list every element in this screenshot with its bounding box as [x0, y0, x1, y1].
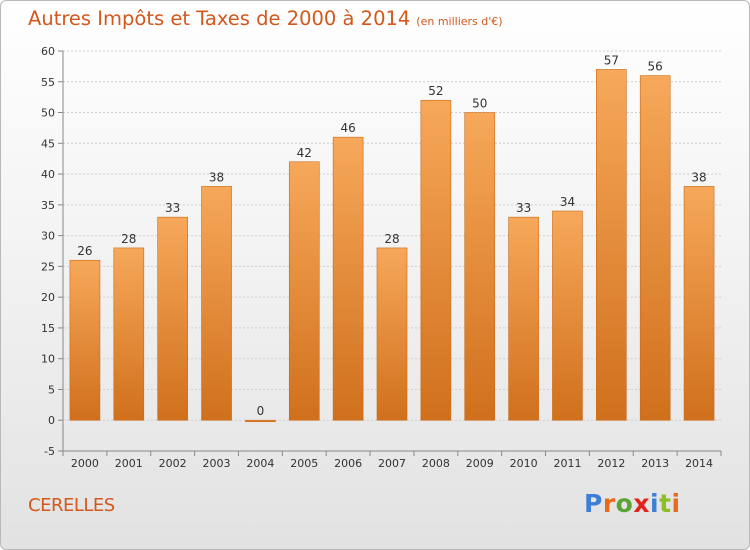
x-tick-label: 2010 — [510, 457, 538, 470]
bar-value-label: 46 — [340, 121, 355, 135]
logo-letter: P — [584, 489, 603, 518]
logo-letter: i — [650, 489, 660, 518]
x-tick-label: 2000 — [71, 457, 99, 470]
y-tick-label: 45 — [41, 137, 55, 150]
bar — [113, 247, 145, 421]
y-tick-label: 5 — [48, 383, 55, 396]
y-tick-label: 35 — [41, 199, 55, 212]
x-axis: 2000 2001 2002 2003 2004 2005 2006 2007 2008 2009… — [62, 450, 722, 470]
bar — [376, 247, 408, 421]
bar — [201, 186, 232, 421]
y-tick-label: 20 — [41, 291, 55, 304]
logo-letter: o — [615, 489, 634, 518]
logo-letter: r — [602, 489, 616, 518]
bar-value-label: 57 — [604, 53, 619, 67]
y-tick-label: 60 — [41, 45, 55, 58]
x-tick-label: 2011 — [553, 457, 581, 470]
bar — [157, 216, 188, 421]
bar — [245, 419, 276, 423]
bar-value-label: 33 — [516, 201, 531, 215]
x-tick-label: 2002 — [159, 457, 187, 470]
x-tick-label: 2004 — [246, 457, 274, 470]
bar-value-label: 28 — [121, 232, 136, 246]
logo-letter: x — [633, 489, 650, 518]
y-tick-label: 25 — [41, 260, 55, 273]
commune-name: CERELLES — [28, 495, 115, 516]
bar-value-label: 34 — [560, 195, 575, 209]
bar-value-label: 38 — [209, 170, 224, 184]
y-tick-label: 0 — [48, 414, 55, 427]
bar — [639, 75, 671, 421]
chart-title-text: Autres Impôts et Taxes de 2000 à 2014 — [28, 7, 411, 30]
bar-value-label: 50 — [472, 97, 487, 111]
bar-value-label: 0 — [257, 404, 265, 418]
y-tick-label: 55 — [41, 76, 55, 89]
bar-value-label: 33 — [165, 201, 180, 215]
bar — [332, 136, 364, 421]
bar-value-label: 38 — [691, 170, 706, 184]
bar — [69, 259, 101, 421]
value-labels: 26 28 33 38 0 42 46 28 52 50 33 34 57 56 38 — [77, 53, 706, 418]
x-tick-label: 2008 — [422, 457, 450, 470]
x-tick-label: 2013 — [641, 457, 669, 470]
bar — [596, 69, 627, 421]
y-tick-label: 10 — [41, 353, 55, 366]
x-tick-label: 2006 — [334, 457, 362, 470]
logo-letter: i — [671, 489, 681, 518]
chart-unit: (en milliers d'€) — [416, 15, 503, 28]
y-tick-label: 40 — [41, 168, 55, 181]
bar — [683, 186, 715, 421]
chart-title: Autres Impôts et Taxes de 2000 à 2014 (en… — [28, 7, 503, 30]
y-tick-label: -5 — [44, 445, 55, 458]
y-tick-label: 50 — [41, 107, 55, 120]
x-tick-label: 2003 — [203, 457, 231, 470]
proxiti-logo: Proxiti — [584, 489, 681, 518]
bar — [288, 161, 320, 421]
bar — [508, 216, 539, 421]
x-tick-label: 2005 — [290, 457, 318, 470]
x-tick-label: 2007 — [378, 457, 406, 470]
bar — [552, 210, 583, 421]
bar-value-label: 42 — [297, 146, 312, 160]
x-tick-label: 2014 — [685, 457, 713, 470]
x-tick-label: 2012 — [597, 457, 625, 470]
bar — [464, 112, 496, 421]
bar-value-label: 28 — [384, 232, 399, 246]
bars — [69, 69, 715, 423]
x-tick-label: 2009 — [466, 457, 494, 470]
bar-value-label: 56 — [648, 60, 663, 74]
x-tick-label: 2001 — [115, 457, 143, 470]
y-tick-label: 15 — [41, 322, 55, 335]
y-axis: -5 0 5 10 15 20 25 30 35 40 45 50 55 60 — [41, 45, 64, 458]
bar-value-label: 52 — [428, 84, 443, 98]
bar — [420, 99, 452, 421]
logo-letter: t — [659, 489, 672, 518]
y-tick-label: 30 — [41, 230, 55, 243]
bar-value-label: 26 — [77, 244, 92, 258]
